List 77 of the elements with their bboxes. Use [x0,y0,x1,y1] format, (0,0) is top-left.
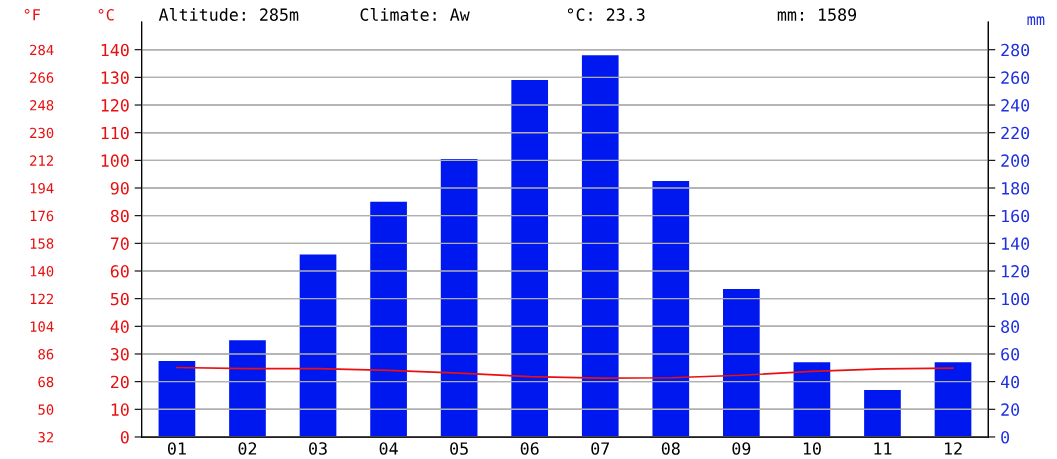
x-tick-label: 11 [874,442,892,455]
y3-tick-label: 284 [30,44,54,56]
y3-tick-label: 122 [30,293,54,304]
x-tick-label: 02 [238,442,257,455]
y2-axis-title: mm [1027,16,1045,25]
bar [864,389,901,437]
y-tick-label: 40 [110,320,129,333]
text: Climate: Aw [360,7,470,21]
y-tick-label: 60 [110,265,129,278]
y-tick-label: 120 [101,99,129,112]
y3-tick-label: 194 [30,183,54,194]
text: mm: 1589 [777,8,857,21]
y2-tick-label: 20 [1001,403,1020,416]
y-tick-label: 70 [110,237,129,250]
y-tick-label: 30 [110,347,129,361]
y2-tick-label: 120 [1002,265,1030,278]
y2-tick-label: 220 [1001,126,1030,140]
text: °C: 23.3 [567,8,645,21]
y-axis-title: °C [98,8,114,21]
y3-tick-label: 158 [30,238,54,249]
y-tick-label: 10 [111,403,129,416]
y2-tick-label: 80 [1001,320,1020,333]
y3-tick-label: 212 [30,155,54,166]
bar [723,288,760,437]
y3-tick-label: 68 [38,376,54,388]
y2-tick-label: 100 [1002,292,1030,306]
y-tick-label: 140 [101,43,129,57]
x-tick-label: 06 [520,442,539,455]
y-tick-label: 110 [101,126,129,140]
y3-axis-title: °F [24,8,41,21]
bar [229,340,266,437]
bar [793,362,831,437]
text: Altitude: 285m [158,7,299,21]
x-tick-label: 07 [591,442,610,455]
y2-tick-label: 140 [1002,237,1030,250]
y3-tick-label: 248 [30,100,54,111]
y2-tick-label: 280 [1001,43,1030,57]
bar [511,80,549,437]
y2-tick-label: 60 [1001,347,1020,361]
bar [652,181,690,437]
x-tick-label: 09 [732,442,751,455]
x-tick-label: 08 [661,442,680,455]
y-tick-label: 50 [110,292,129,306]
y-tick-label: 90 [110,182,129,195]
y3-tick-label: 86 [38,348,54,360]
x-tick-label: 03 [309,442,327,455]
x-tick-label: 05 [450,442,468,455]
bar [934,362,972,437]
y3-tick-label: 230 [30,127,54,139]
x-tick-label: 01 [167,442,186,455]
y3-tick-label: 266 [30,72,54,83]
y2-tick-label: 180 [1002,182,1030,195]
y-tick-label: 80 [110,209,129,223]
y-tick-label: 100 [101,154,129,167]
x-tick-label: 12 [944,442,962,455]
bar [581,55,619,437]
y-tick-label: 0 [120,430,129,444]
y2-tick-label: 40 [1000,375,1020,389]
y2-tick-label: 200 [1001,154,1030,167]
y3-tick-label: 32 [38,431,54,443]
x-tick-label: 04 [379,442,398,455]
y3-tick-label: 104 [30,321,54,332]
y3-tick-label: 50 [38,404,54,415]
bar [370,201,407,437]
x-tick-label: 10 [803,442,821,455]
bar [440,158,478,437]
bar [299,254,337,437]
y-tick-label: 20 [111,375,129,389]
y3-tick-label: 140 [30,266,54,277]
y2-tick-label: 160 [1002,209,1030,223]
y2-tick-label: 260 [1001,71,1030,84]
y3-tick-label: 176 [30,210,54,222]
y2-tick-label: 240 [1001,99,1030,112]
line-series [176,366,954,379]
bar [158,360,196,437]
y-tick-label: 130 [101,71,129,84]
y2-tick-label: 0 [1001,430,1010,444]
